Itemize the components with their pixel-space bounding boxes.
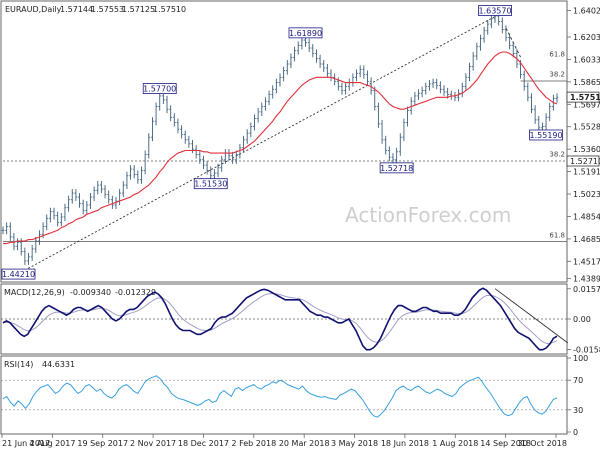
x-tick-label-7: 3 May 2018 [331, 439, 378, 448]
rsi-series [1, 375, 567, 418]
rsi-panel: RSI(14) 44.6331 100 70 30 0 [0, 354, 588, 437]
price-y-label-10: 1.46855 [573, 235, 600, 244]
rsi-line [2, 375, 558, 418]
price-panel-border [0, 0, 568, 283]
macd-trendline [494, 288, 569, 344]
price-levels: 61.8 38.2 38.2 61.8 [3, 51, 567, 243]
price-y-label-3: 1.58655 [573, 78, 600, 87]
macd-series [1, 287, 569, 351]
x-tick-label-4: 18 Dec 2017 [178, 439, 229, 448]
support-level-flag [566, 155, 600, 167]
fib-label-1: 38.2 [549, 71, 565, 79]
fib-label-2: 38.2 [549, 150, 565, 158]
price-y-label-6: 1.53600 [573, 145, 600, 154]
macd-signal-line [2, 292, 558, 345]
x-tick-label-5: 2 Feb 2018 [231, 439, 276, 448]
annotation-box-1 [142, 83, 177, 95]
annotation-box-6 [529, 129, 563, 141]
current-price-flag [566, 91, 600, 103]
rsi-value: 44.6331 [42, 360, 75, 369]
macd-label: MACD(12,26,9) [4, 288, 65, 297]
price-annotations: 1.44210 1.57700 1.51530 1.61890 1.52718 1.635… [1, 5, 563, 280]
x-tick-label-6: 20 Mar 2018 [279, 439, 330, 448]
rsi-y-label-3: 0 [573, 428, 578, 437]
annotation-box-0 [1, 268, 36, 280]
ohlc-low: 1.57125 [122, 5, 155, 14]
price-y-label-8: 1.50230 [573, 190, 600, 199]
x-tick-label-3: 2 Nov 2017 [130, 439, 176, 448]
x-tick-label-1: 4 Aug 2017 [29, 439, 75, 448]
price-series [1, 12, 559, 265]
macd-panel: MACD(12,26,9) -0.009340 -0.012329 0.0157… [0, 283, 600, 355]
rsi-panel-border [0, 355, 568, 435]
x-tick-label-9: 1 Aug 2018 [432, 439, 478, 448]
price-y-label-2: 1.60335 [573, 56, 600, 65]
price-y-label-9: 1.48545 [573, 212, 600, 221]
rsi-y-axis: 100 70 30 0 [567, 354, 588, 437]
annotation-label-1: 1.57700 [143, 85, 176, 94]
fib-label-3: 61.8 [549, 232, 565, 240]
support-level-label: 1.52710 [570, 157, 600, 166]
price-y-label-12: 1.43890 [573, 274, 600, 283]
macd-y-label-2: -0.015834 [573, 345, 600, 354]
current-price-label: 1.57510 [570, 93, 600, 102]
annotation-label-3: 1.61890 [289, 29, 322, 38]
annotation-box-3 [288, 27, 323, 39]
watermark: ActionForex.com [345, 203, 511, 227]
macd-line [2, 287, 558, 351]
annotation-box-4 [379, 162, 414, 174]
annotation-box-5 [478, 5, 512, 16]
x-tick-label-0: 21 Jun 2017 [2, 439, 50, 448]
rsi-y-label-1: 70 [573, 376, 583, 385]
sma-line [3, 51, 558, 245]
macd-signal-value: -0.012329 [115, 288, 156, 297]
ohlc-open: 1.57144 [60, 5, 93, 14]
rsi-label: RSI(14) [4, 360, 33, 369]
rsi-y-label-0: 100 [573, 354, 588, 363]
annotation-box-2 [193, 178, 228, 190]
annotation-label-4: 1.52718 [380, 164, 413, 173]
x-tick-label-2: 19 Sep 2017 [77, 439, 128, 448]
price-y-label-1: 1.62030 [573, 33, 600, 42]
macd-y-label-1: 0.00 [573, 315, 591, 324]
x-tick-label-11: 30 Oct 2018 [518, 439, 567, 448]
price-y-label-11: 1.45170 [573, 257, 600, 266]
x-tick-label-8: 18 Jun 2018 [381, 439, 429, 448]
trendline-0 [17, 16, 496, 275]
price-y-label-0: 1.64025 [573, 6, 600, 15]
macd-y-axis: 0.015752 0.00 -0.015834 [567, 285, 600, 354]
annotation-label-6: 1.55190 [530, 131, 563, 140]
macd-value: -0.009340 [70, 288, 111, 297]
price-y-axis: 1.64025 1.62030 1.60335 1.58655 1.56970 1.552… [566, 6, 600, 283]
ohlc-high: 1.57553 [91, 5, 124, 14]
chart-title: EURAUD,Daily [5, 5, 62, 14]
annotation-label-2: 1.51530 [194, 180, 227, 189]
macd-y-label-0: 0.015752 [573, 285, 600, 294]
price-y-label-5: 1.55285 [573, 123, 600, 132]
price-panel: EURAUD,Daily 1.57144 1.57553 1.57125 1.5… [0, 0, 600, 283]
price-y-label-4: 1.56970 [573, 100, 600, 109]
annotation-label-0: 1.44210 [2, 270, 35, 279]
fib-label-0: 61.8 [549, 51, 565, 59]
ohlc-close: 1.57510 [153, 5, 186, 14]
x-tick-label-10: 14 Sep 2018 [480, 439, 531, 448]
price-y-label-7: 1.51915 [573, 168, 600, 177]
rsi-y-label-2: 30 [573, 406, 583, 415]
annotation-label-5: 1.63570 [478, 7, 511, 16]
